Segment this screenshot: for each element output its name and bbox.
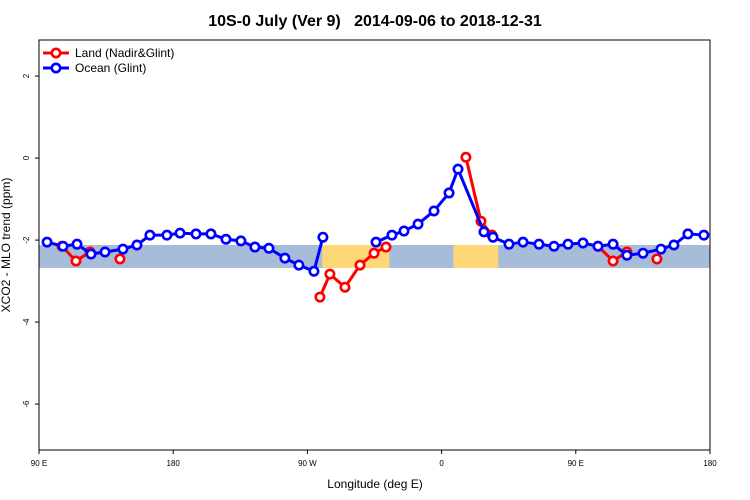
data-point — [370, 236, 382, 248]
data-point — [517, 236, 529, 248]
data-point — [41, 236, 53, 248]
data-point — [682, 228, 694, 240]
data-point — [190, 228, 202, 240]
data-point — [487, 231, 499, 243]
data-point — [655, 243, 667, 255]
data-point — [205, 228, 217, 240]
x-tick-label: 90 E — [568, 459, 584, 468]
x-tick-label: 90 W — [298, 459, 317, 468]
y-tick-label: 0 — [22, 155, 31, 160]
data-point — [85, 248, 97, 260]
data-point — [592, 240, 604, 252]
x-tick-label: 180 — [703, 459, 717, 468]
data-point — [443, 187, 455, 199]
data-point — [314, 291, 326, 303]
data-point — [386, 229, 398, 241]
land-region — [453, 245, 499, 268]
data-point — [577, 237, 589, 249]
data-point — [99, 246, 111, 258]
series-layer — [41, 151, 710, 303]
data-point — [279, 252, 291, 264]
data-point — [293, 259, 305, 271]
data-point — [428, 205, 440, 217]
data-point — [117, 243, 129, 255]
data-point — [380, 241, 392, 253]
y-tick-label: -6 — [22, 400, 31, 408]
data-point — [317, 231, 329, 243]
data-point — [533, 238, 545, 250]
data-point — [607, 238, 619, 250]
data-point — [607, 255, 619, 267]
legend-marker — [50, 47, 62, 59]
data-point — [503, 238, 515, 250]
data-point — [452, 163, 464, 175]
data-point — [562, 238, 574, 250]
data-point — [161, 229, 173, 241]
series-land — [56, 151, 663, 303]
data-point — [637, 247, 649, 259]
data-point — [354, 259, 366, 271]
data-point — [144, 229, 156, 241]
legend-label: Ocean (Glint) — [75, 61, 146, 75]
x-tick-label: 180 — [167, 459, 181, 468]
x-tick-label: 90 E — [31, 459, 47, 468]
x-axis: 90 E 180 90 W 0 90 E 180 — [31, 450, 717, 468]
plot-frame — [38, 39, 711, 451]
x-axis-label: Longitude (deg E) — [327, 477, 422, 491]
data-point — [621, 249, 633, 261]
data-point — [235, 235, 247, 247]
legend-marker — [50, 62, 62, 74]
data-point — [324, 268, 336, 280]
data-point — [651, 253, 663, 265]
data-point — [698, 229, 710, 241]
data-point — [114, 253, 126, 265]
y-tick-label: 2 — [22, 73, 31, 78]
data-point — [368, 247, 380, 259]
data-point — [70, 255, 82, 267]
legend: Land (Nadir&Glint)Ocean (Glint) — [43, 46, 174, 75]
y-axis-label: XCO2 - MLO trend (ppm) — [0, 178, 13, 313]
y-axis: 2 0 -2 -4 -6 — [22, 73, 39, 408]
data-point — [339, 281, 351, 293]
legend-label: Land (Nadir&Glint) — [75, 46, 174, 60]
data-point — [71, 238, 83, 250]
data-point — [249, 241, 261, 253]
y-tick-label: -2 — [22, 236, 31, 244]
data-point — [548, 240, 560, 252]
data-point — [668, 239, 680, 251]
data-point — [174, 227, 186, 239]
data-point — [478, 226, 490, 238]
data-point — [131, 239, 143, 251]
data-point — [263, 242, 275, 254]
chart-title: 10S-0 July (Ver 9) 2014-09-06 to 2018-12… — [208, 13, 542, 30]
x-tick-label: 0 — [439, 459, 444, 468]
data-point — [412, 218, 424, 230]
data-point — [308, 265, 320, 277]
data-point — [460, 151, 472, 163]
y-tick-label: -4 — [22, 318, 31, 326]
data-point — [398, 225, 410, 237]
data-point — [57, 240, 69, 252]
data-point — [220, 233, 232, 245]
series-ocean — [41, 163, 710, 277]
